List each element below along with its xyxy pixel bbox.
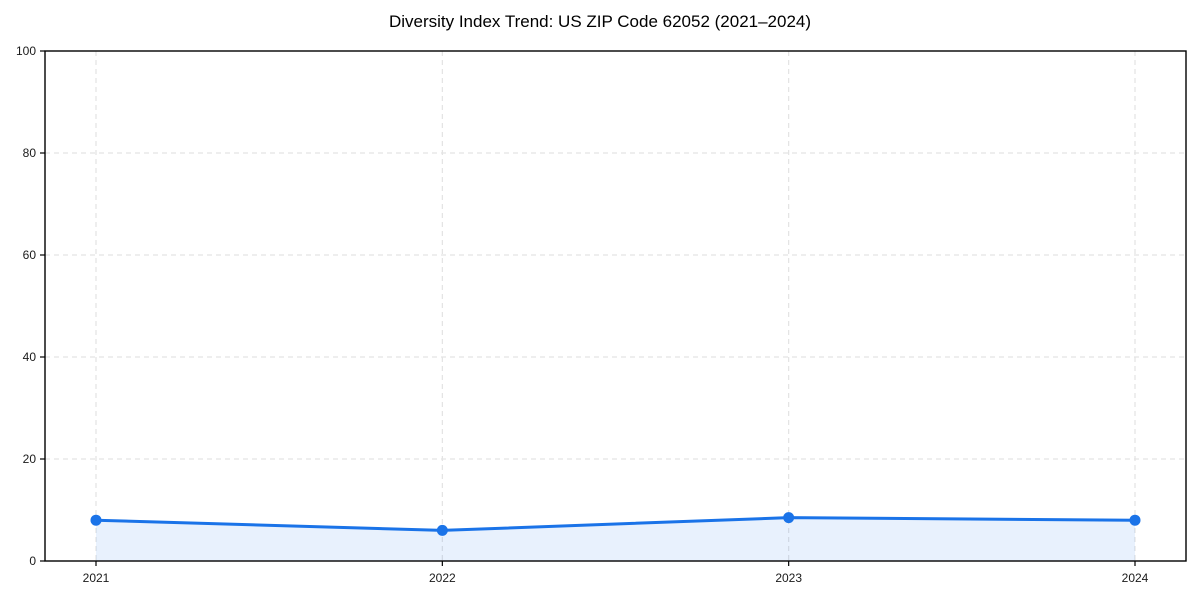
x-tick-label: 2021 (83, 571, 110, 585)
data-point-marker (1129, 514, 1141, 526)
y-tick-label: 60 (23, 248, 37, 262)
x-tick-label: 2024 (1122, 571, 1149, 585)
y-tick-label: 80 (23, 146, 37, 160)
x-tick-label: 2022 (429, 571, 456, 585)
data-point-marker (783, 512, 795, 524)
plot-border (44, 50, 1187, 562)
y-tick-label: 0 (29, 554, 36, 568)
axis-tick-labels: 0 20 40 60 80 100 2021 2022 2023 2024 (16, 44, 1149, 585)
gridlines (45, 51, 1186, 561)
y-tick-label: 100 (16, 44, 36, 58)
data-point-marker (436, 524, 448, 536)
axis-ticks (40, 50, 1136, 566)
y-tick-label: 40 (23, 350, 37, 364)
series-line (94, 516, 1137, 532)
data-point-marker (90, 514, 102, 526)
chart-title: Diversity Index Trend: US ZIP Code 62052… (388, 12, 812, 31)
data-points (90, 512, 1141, 536)
trend-line (94, 516, 1137, 532)
y-tick-label: 20 (23, 452, 37, 466)
axes-box (44, 50, 1187, 562)
x-tick-label: 2023 (775, 571, 802, 585)
